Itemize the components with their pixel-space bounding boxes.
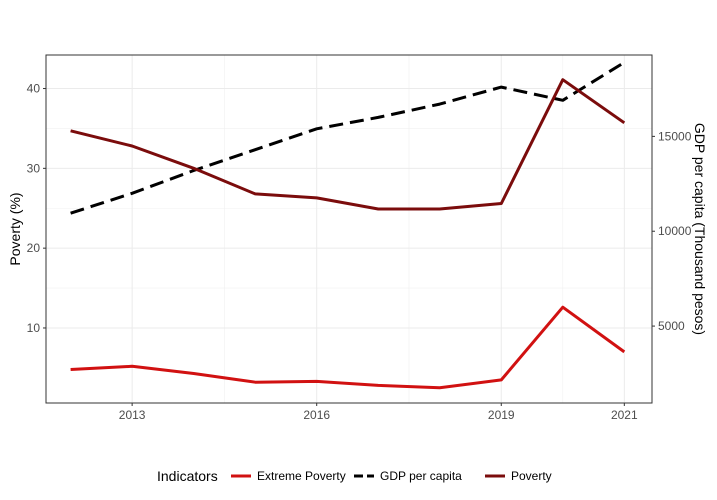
y-tick-label: 40 — [27, 82, 41, 96]
x-tick-label: 2016 — [303, 408, 330, 422]
series-lines — [70, 61, 626, 390]
y-tick-label: 30 — [27, 161, 41, 175]
x-tick-label: 2021 — [611, 408, 638, 422]
y-axis-title: Poverty (%) — [7, 192, 23, 265]
series-line-poverty — [70, 78, 626, 211]
y-tick-label: 20 — [27, 241, 41, 255]
grid-lines — [46, 55, 652, 403]
y2-tick-label: 10000 — [658, 224, 692, 238]
y2-tick-label: 15000 — [658, 129, 692, 143]
legend-label: GDP per capita — [380, 469, 462, 483]
legend-title: Indicators — [157, 468, 218, 484]
y2-tick-label: 5000 — [658, 319, 685, 333]
series-line-extreme-poverty — [70, 305, 626, 390]
x-tick-label: 2019 — [488, 408, 515, 422]
plot-panel — [46, 55, 652, 403]
plot-border — [45, 54, 653, 404]
x-tick-label: 2013 — [119, 408, 146, 422]
y-tick-label: 10 — [27, 321, 41, 335]
legend-label: Poverty — [511, 469, 552, 483]
y2-axis-title: GDP per capita (Thousand pesos) — [692, 123, 708, 335]
legend-label: Extreme Poverty — [257, 469, 346, 483]
axes: 2013 2016 2019 2021 10 20 30 40 5000 10000 15000 — [27, 82, 692, 422]
legend: Indicators Extreme Poverty GDP per capita… — [157, 468, 552, 484]
series-line-gdp-per-capita — [70, 61, 626, 215]
